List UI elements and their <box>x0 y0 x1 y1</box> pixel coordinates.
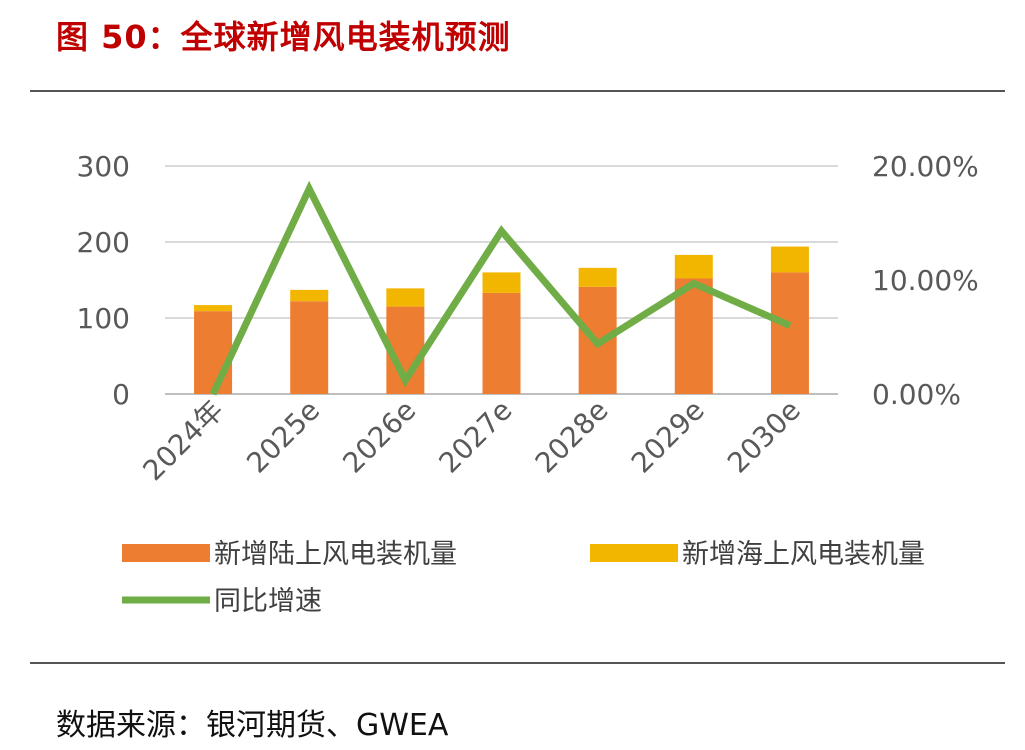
bar-offshore <box>674 254 713 279</box>
right-tick-label: 20.00% <box>872 150 979 183</box>
left-axis-ticks: 0 100 200 300 <box>77 150 130 411</box>
bar-offshore <box>770 246 809 273</box>
x-tick-label: 2024年 <box>136 394 230 488</box>
growth-point <box>597 343 599 345</box>
line-series <box>209 180 792 396</box>
x-axis-labels: 2024年 2025e 2026e 2027e 2028e 2029e 2030e <box>136 394 806 488</box>
x-tick-label: 2025e <box>240 394 326 480</box>
growth-point <box>693 282 695 284</box>
x-tick-label: 2027e <box>433 394 519 480</box>
right-tick-label: 10.00% <box>872 264 979 297</box>
bottom-divider <box>30 662 1005 664</box>
bar-offshore <box>578 267 617 287</box>
growth-point <box>212 393 214 395</box>
right-axis-ticks: 0.00% 10.00% 20.00% <box>872 150 979 411</box>
left-tick-label: 0 <box>112 378 130 411</box>
legend-label: 新增陆上风电装机量 <box>214 539 457 570</box>
x-tick-label: 2030e <box>721 394 807 480</box>
left-tick-label: 200 <box>77 226 130 259</box>
left-tick-label: 100 <box>77 302 130 335</box>
x-tick-label: 2029e <box>625 394 711 480</box>
bar-offshore <box>386 288 425 307</box>
bar-offshore <box>194 305 233 312</box>
data-source: 数据来源：银河期货、GWEA <box>56 708 449 743</box>
top-divider <box>30 90 1005 92</box>
right-tick-label: 0.00% <box>872 378 961 411</box>
legend-label: 同比增速 <box>214 586 322 617</box>
growth-point <box>404 379 406 381</box>
growth-point <box>308 188 310 190</box>
bar-onshore <box>674 278 713 394</box>
left-tick-label: 300 <box>77 150 130 183</box>
legend-label: 新增海上风电装机量 <box>682 539 925 570</box>
bar-onshore <box>770 272 809 394</box>
growth-point <box>789 325 791 327</box>
bar-offshore <box>290 289 329 302</box>
legend-swatch <box>122 544 210 562</box>
bar-series <box>194 246 809 394</box>
bar-onshore <box>290 301 329 394</box>
bar-onshore <box>194 311 233 394</box>
legend-swatch <box>590 544 678 562</box>
growth-point <box>501 230 502 232</box>
chart-title: 图 50：全球新增风电装机预测 <box>56 18 511 56</box>
x-tick-label: 2026e <box>336 394 422 480</box>
bar-offshore <box>482 272 521 293</box>
bar-onshore <box>482 292 521 394</box>
x-tick-label: 2028e <box>529 394 615 480</box>
